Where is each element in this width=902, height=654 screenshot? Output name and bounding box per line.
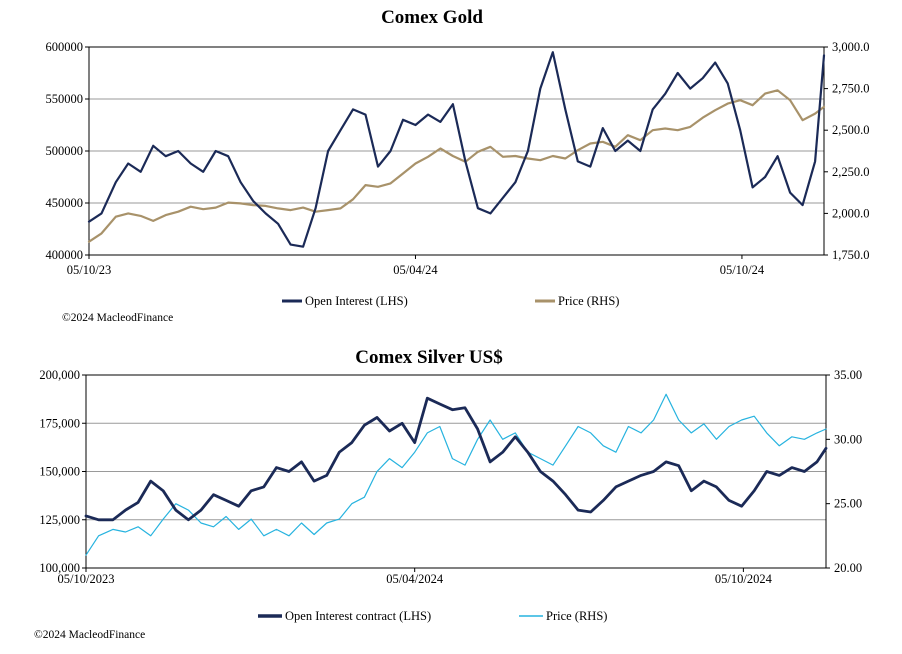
- gold-right-tick-label: 3,000.0: [832, 40, 870, 54]
- silver-x-tick-label: 05/10/2023: [58, 572, 115, 586]
- gold-right-tick-label: 2,250.0: [832, 165, 870, 179]
- silver-left-tick-label: 150,000: [39, 465, 80, 479]
- silver-right-tick-label: 25.00: [834, 497, 862, 511]
- silver-right-tick-label: 30.00: [834, 432, 862, 446]
- silver-legend: Open Interest contract (LHS) Price (RHS): [258, 609, 607, 623]
- silver-legend-oi-label: Open Interest contract (LHS): [285, 609, 431, 623]
- gold-right-tick-label: 2,000.0: [832, 206, 870, 220]
- silver-left-tick-label: 100,000: [39, 561, 80, 575]
- silver-right-tick-label: 20.00: [834, 561, 862, 575]
- gold-left-tick-label: 450000: [46, 196, 84, 210]
- gold-legend-oi-label: Open Interest (LHS): [305, 294, 408, 308]
- gold-x-tick-label: 05/04/24: [393, 263, 438, 277]
- silver-plot-frame: [85, 374, 827, 569]
- silver-legend-price-label: Price (RHS): [546, 609, 607, 623]
- gold-plot-frame: [88, 46, 825, 256]
- gold-x-tick-label: 05/10/23: [67, 263, 111, 277]
- gold-left-tick-label: 500000: [46, 144, 84, 158]
- silver-x-tick-label: 05/10/2024: [715, 572, 773, 586]
- gold-left-tick-label: 400000: [46, 248, 84, 262]
- gold-legend: Open Interest (LHS) Price (RHS): [282, 294, 619, 308]
- gold-left-tick-label: 550000: [46, 92, 84, 106]
- gold-x-tick-label: 05/10/24: [720, 263, 765, 277]
- gold-price-line: [87, 89, 826, 243]
- silver-left-tick-label: 125,000: [39, 513, 80, 527]
- silver-copyright: ©2024 MacleodFinance: [34, 629, 145, 641]
- silver-open-interest-line: [84, 396, 828, 522]
- gold-right-tick-label: 2,750.0: [832, 82, 870, 96]
- gold-copyright: ©2024 MacleodFinance: [62, 312, 173, 324]
- gold-open-interest-line: [87, 51, 826, 248]
- gold-legend-price-label: Price (RHS): [558, 294, 619, 308]
- gold-right-tick-label: 2,500.0: [832, 123, 870, 137]
- gold-right-tick-label: 1,750.0: [832, 248, 870, 262]
- silver-right-tick-label: 35.00: [834, 368, 862, 382]
- silver-x-tick-label: 05/04/2024: [386, 572, 444, 586]
- silver-left-tick-label: 200,000: [39, 368, 80, 382]
- gold-plot: 400000 450000 500000 550000 600000 1,750.0 2,0…: [46, 40, 870, 277]
- silver-left-tick-label: 175,000: [39, 416, 80, 430]
- gold-chart-title: Comex Gold: [381, 7, 483, 28]
- silver-chart-title: Comex Silver US$: [355, 347, 502, 368]
- silver-price-line: [85, 393, 827, 556]
- gold-left-tick-label: 600000: [46, 40, 84, 54]
- silver-plot: 100,000 125,000 150,000 175,000 200,000 20.00…: [39, 368, 862, 586]
